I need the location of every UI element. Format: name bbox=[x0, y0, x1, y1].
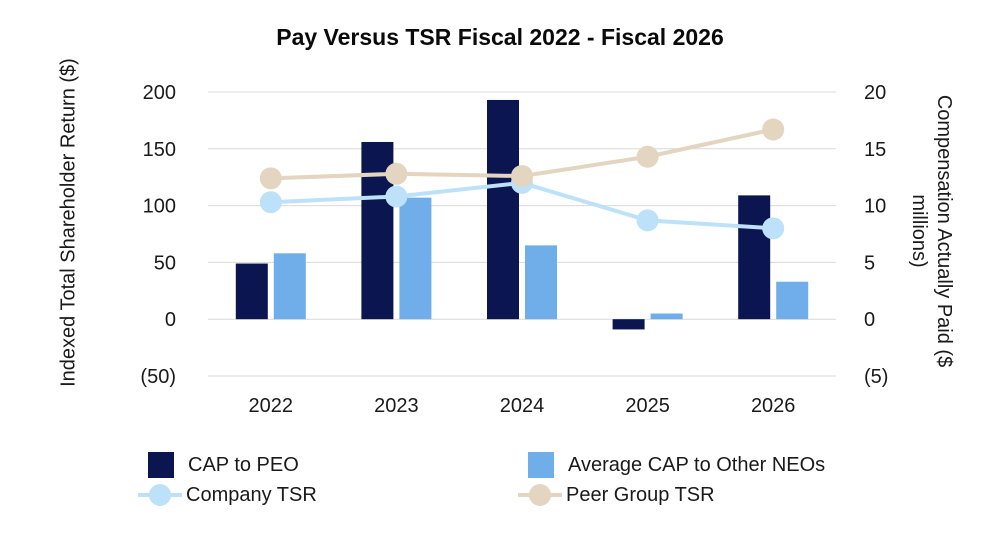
bar-avg-cap-neos bbox=[650, 313, 683, 320]
right-axis-label: Compensation Actually Paid ($ millions) bbox=[908, 94, 955, 368]
bar-avg-cap-neos bbox=[776, 281, 809, 320]
legend-item-company-tsr: Company TSR bbox=[138, 482, 317, 508]
legend-item-avg-cap-neos: Average CAP to Other NEOs bbox=[528, 452, 825, 478]
right-tick-label: (5) bbox=[864, 366, 888, 388]
legend-item-peer-tsr: Peer Group TSR bbox=[518, 482, 715, 508]
left-tick-label: 0 bbox=[165, 309, 176, 331]
point-peer-tsr bbox=[385, 162, 408, 185]
point-peer-tsr bbox=[511, 165, 533, 188]
left-axis-label: Indexed Total Shareholder Return ($) bbox=[57, 58, 80, 387]
left-tick-label: (50) bbox=[140, 366, 176, 388]
right-tick-label: 15 bbox=[864, 139, 886, 161]
bar-cap-peo bbox=[612, 319, 645, 330]
x-tick-label: 2024 bbox=[500, 395, 545, 417]
legend: CAP to PEO Average CAP to Other NEOs Com… bbox=[0, 452, 1000, 522]
legend-swatch-avg-cap-neos bbox=[528, 452, 554, 478]
point-company-tsr bbox=[385, 185, 408, 208]
bar-avg-cap-neos bbox=[525, 245, 557, 320]
point-peer-tsr bbox=[259, 167, 282, 190]
legend-label-peer-tsr: Peer Group TSR bbox=[566, 483, 715, 506]
legend-label-cap-peo: CAP to PEO bbox=[188, 453, 299, 476]
legend-item-cap-peo: CAP to PEO bbox=[148, 452, 299, 478]
x-tick-label: 2026 bbox=[751, 395, 796, 417]
legend-label-avg-cap-neos: Average CAP to Other NEOs bbox=[568, 453, 826, 476]
x-tick-label: 2025 bbox=[625, 395, 670, 417]
right-tick-label: 10 bbox=[864, 196, 886, 218]
chart-title: Pay Versus TSR Fiscal 2022 - Fiscal 2026 bbox=[276, 24, 724, 50]
legend-swatch-company-tsr bbox=[138, 482, 182, 508]
right-tick-label: 0 bbox=[864, 309, 875, 331]
left-tick-label: 200 bbox=[143, 82, 176, 104]
bar-avg-cap-neos bbox=[399, 197, 432, 320]
point-peer-tsr bbox=[636, 145, 659, 168]
point-company-tsr bbox=[762, 217, 785, 240]
bar-cap-peo bbox=[487, 99, 519, 320]
bar-avg-cap-neos bbox=[273, 253, 306, 320]
x-tick-label: 2022 bbox=[249, 395, 294, 417]
right-tick-label: 20 bbox=[864, 82, 886, 104]
x-tick-label: 2023 bbox=[374, 395, 419, 417]
bar-cap-peo bbox=[235, 263, 268, 320]
left-tick-label: 50 bbox=[154, 252, 176, 274]
right-tick-label: 5 bbox=[864, 252, 875, 274]
left-tick-label: 150 bbox=[143, 139, 176, 161]
bar-cap-peo bbox=[738, 195, 771, 320]
legend-swatch-peer-tsr bbox=[518, 482, 562, 508]
point-company-tsr bbox=[259, 191, 282, 214]
legend-label-company-tsr: Company TSR bbox=[186, 483, 317, 506]
point-peer-tsr bbox=[762, 118, 785, 141]
legend-swatch-cap-peo bbox=[148, 452, 174, 478]
point-company-tsr bbox=[636, 209, 659, 232]
left-tick-label: 100 bbox=[143, 196, 176, 218]
